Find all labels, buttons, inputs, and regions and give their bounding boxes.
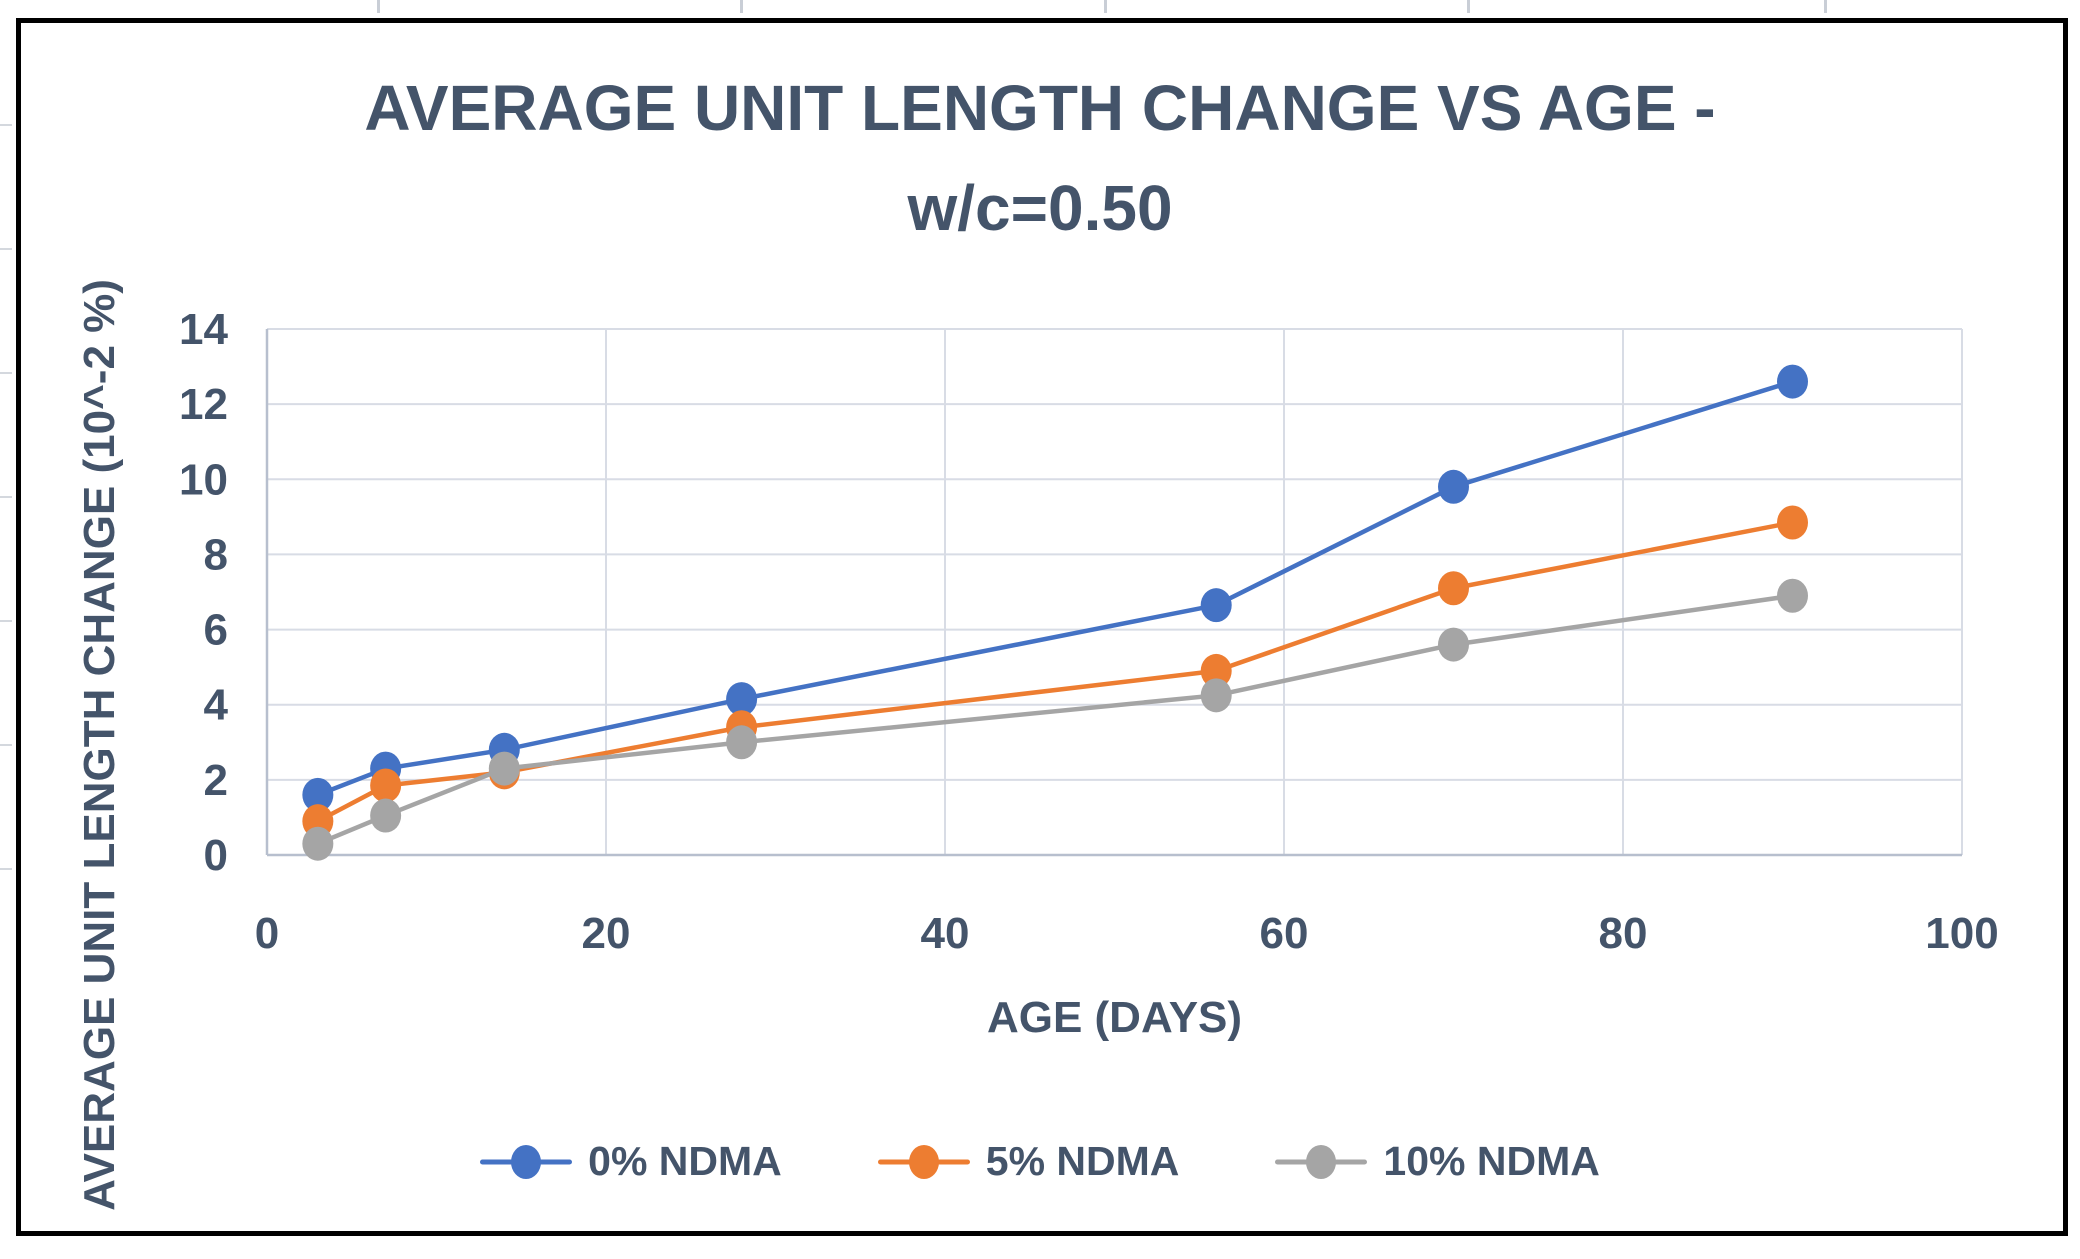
data-point: [488, 751, 520, 786]
spreadsheet-gridline-stub: [1467, 0, 1470, 13]
spreadsheet-gridline-stub: [0, 124, 12, 126]
spreadsheet-gridline-stub: [740, 0, 743, 13]
legend-dot-swatch: [511, 1144, 542, 1179]
data-point: [1200, 588, 1232, 623]
x-tick-label: 100: [1925, 909, 1998, 958]
spreadsheet-gridline-stub: [0, 868, 12, 870]
y-tick-label: 2: [204, 756, 228, 805]
x-tick-label: 60: [1260, 909, 1309, 958]
spreadsheet-gridline-stub: [1824, 0, 1827, 13]
data-point: [1438, 571, 1469, 606]
y-tick-label: 6: [204, 606, 228, 655]
legend-label: 10% NDMA: [1383, 1138, 1600, 1184]
data-point: [1438, 469, 1469, 504]
data-point: [1777, 505, 1808, 540]
legend-label: 5% NDMA: [985, 1138, 1180, 1184]
x-tick-label: 0: [255, 909, 279, 958]
x-axis-title: AGE (DAYS): [986, 993, 1243, 1042]
legend-dot-swatch: [908, 1144, 939, 1179]
spreadsheet-gridline-stub: [377, 0, 380, 13]
legend-marker-icon: [1275, 1142, 1368, 1182]
spreadsheet-gridline-stub: [0, 496, 12, 498]
x-tick-label: 20: [582, 909, 631, 958]
series-line-1: [315, 520, 1795, 824]
legend-item-10-ndma: 10% NDMA: [1275, 1138, 1600, 1185]
data-point: [726, 725, 758, 760]
legend: 0% NDMA 5% NDMA 10% NDMA: [0, 1138, 2080, 1185]
data-point: [370, 768, 402, 803]
legend-marker-icon: [877, 1142, 970, 1182]
data-point: [302, 777, 334, 812]
spreadsheet-gridline-stub: [0, 372, 12, 374]
data-point: [1777, 578, 1808, 613]
series-line-0: [315, 379, 1795, 798]
chart-title-line1: AVERAGE UNIT LENGTH CHANGE VS AGE -: [364, 72, 1716, 144]
y-tick-label: 0: [204, 831, 228, 880]
legend-marker-icon: [480, 1142, 573, 1182]
data-point: [370, 798, 402, 833]
x-tick-label: 40: [921, 909, 970, 958]
y-tick-label: 14: [179, 305, 228, 354]
chart-title-line2: w/c=0.50: [907, 172, 1173, 244]
legend-item-0-ndma: 0% NDMA: [480, 1138, 782, 1185]
series-line-2: [315, 593, 1795, 846]
x-tick-label: 80: [1599, 909, 1648, 958]
data-point: [726, 682, 758, 717]
spreadsheet-gridline-stub: [0, 620, 12, 622]
data-point: [302, 826, 334, 861]
chart-title: AVERAGE UNIT LENGTH CHANGE VS AGE - w/c=…: [0, 58, 2080, 258]
data-point: [1777, 364, 1808, 399]
chart-frame: [16, 18, 2068, 1236]
y-tick-label: 10: [179, 455, 228, 504]
legend-item-5-ndma: 5% NDMA: [877, 1138, 1180, 1185]
legend-dot-swatch: [1306, 1144, 1337, 1179]
spreadsheet-gridline-stub: [0, 744, 12, 746]
y-tick-label: 8: [204, 530, 228, 579]
legend-label: 0% NDMA: [588, 1138, 782, 1184]
data-point: [1200, 678, 1232, 713]
spreadsheet-gridline-stub: [0, 248, 12, 250]
data-point: [1438, 627, 1469, 662]
y-tick-label: 4: [204, 681, 229, 730]
data-point: [1200, 653, 1232, 688]
spreadsheet-gridline-stub: [1104, 0, 1107, 13]
y-tick-label: 12: [179, 380, 228, 429]
